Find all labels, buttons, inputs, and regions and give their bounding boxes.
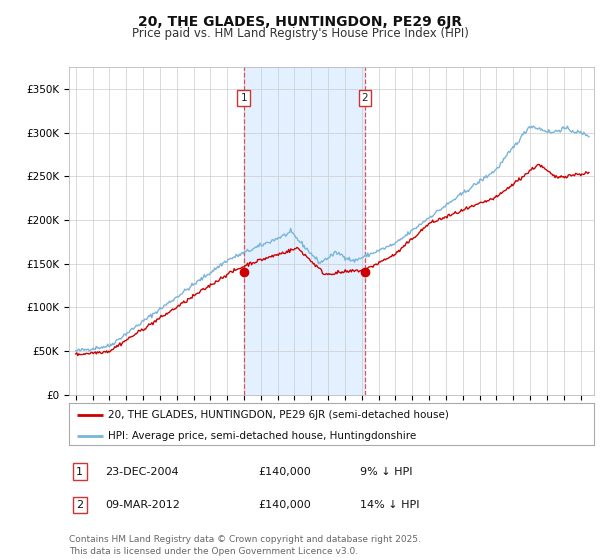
Bar: [244, 67, 365, 395]
Text: HPI: Average price, semi-detached house, Huntingdonshire: HPI: Average price, semi-detached house,…: [109, 431, 416, 441]
Text: 09-MAR-2012: 09-MAR-2012: [105, 500, 180, 510]
Text: 9% ↓ HPI: 9% ↓ HPI: [360, 466, 413, 477]
Text: 2: 2: [76, 500, 83, 510]
Text: 2: 2: [362, 93, 368, 103]
Text: 20, THE GLADES, HUNTINGDON, PE29 6JR (semi-detached house): 20, THE GLADES, HUNTINGDON, PE29 6JR (se…: [109, 409, 449, 419]
Text: £140,000: £140,000: [258, 466, 311, 477]
Text: 1: 1: [76, 466, 83, 477]
Text: 14% ↓ HPI: 14% ↓ HPI: [360, 500, 419, 510]
Text: Contains HM Land Registry data © Crown copyright and database right 2025.
This d: Contains HM Land Registry data © Crown c…: [69, 535, 421, 556]
Text: 23-DEC-2004: 23-DEC-2004: [105, 466, 179, 477]
Text: 1: 1: [241, 93, 247, 103]
Text: 20, THE GLADES, HUNTINGDON, PE29 6JR: 20, THE GLADES, HUNTINGDON, PE29 6JR: [138, 15, 462, 29]
Text: £140,000: £140,000: [258, 500, 311, 510]
Text: Price paid vs. HM Land Registry's House Price Index (HPI): Price paid vs. HM Land Registry's House …: [131, 27, 469, 40]
